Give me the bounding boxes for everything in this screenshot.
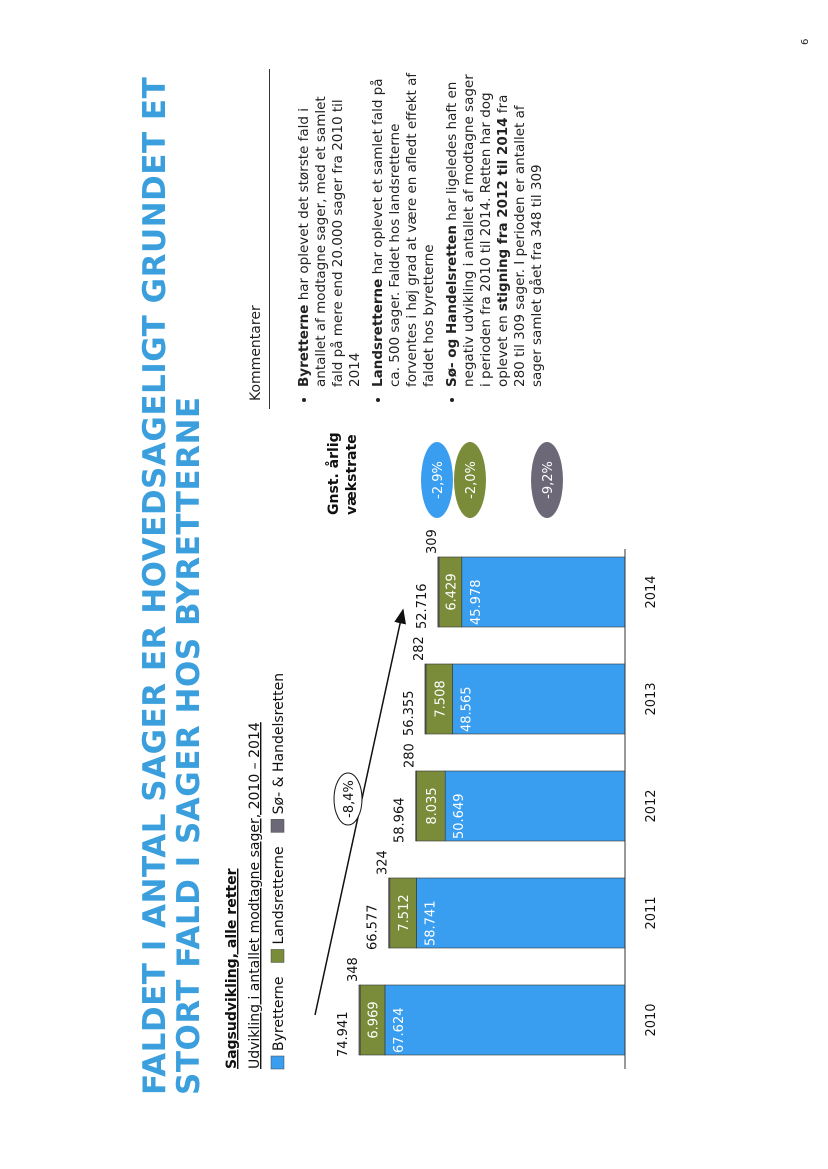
- legend-swatch: [270, 949, 285, 963]
- comment: Landsretterne har oplevet et samlet fald…: [370, 69, 438, 387]
- comments-header: Kommentarer: [248, 69, 270, 409]
- bar-value-label: 7.508: [433, 680, 448, 717]
- bar-segment: [444, 770, 626, 842]
- x-tick-label: 2012: [644, 789, 659, 822]
- total-label: 74.941: [336, 1012, 351, 1058]
- bar-segment: [452, 663, 626, 735]
- x-tick-label: 2010: [644, 1003, 659, 1036]
- bar-value-label: 309: [425, 529, 440, 554]
- chart-title: Sagsudvikling, alle retter: [224, 868, 240, 1069]
- comment-list: Byretterne har oplevet det største fald …: [296, 69, 546, 409]
- growth-badge: [454, 442, 486, 518]
- bar-value-label: 280: [403, 743, 418, 768]
- legend-swatch: [270, 819, 285, 833]
- comments: Kommentarer Byretterne har oplevet det s…: [248, 69, 552, 409]
- bar-segment: [388, 877, 391, 949]
- comment-text: Sø- og Handelsretten: [444, 225, 460, 387]
- legend-swatch: [270, 1055, 285, 1070]
- comment-text: stigning fra 2012 til 2014: [495, 117, 511, 312]
- growth-badge: [531, 442, 563, 518]
- growth-title: Gnst. årlig: [325, 432, 342, 515]
- page-number: 6: [800, 39, 811, 45]
- bar-value-label: 50.649: [452, 794, 467, 840]
- x-tick-label: 2014: [644, 575, 659, 608]
- comment-text: Byretterne: [296, 304, 312, 387]
- growth-label: -2,9%: [431, 461, 446, 499]
- bar-segment: [424, 663, 427, 735]
- bar-value-label: 6.969: [367, 1001, 382, 1038]
- bar-value-label: 45.978: [469, 580, 484, 626]
- comment: Byretterne har oplevet det største fald …: [296, 69, 364, 387]
- legend-label: Byretterne: [271, 976, 287, 1051]
- legend-label: Landsretterne: [271, 846, 287, 944]
- change-label: -8,4%: [342, 780, 357, 818]
- growth-badge: [421, 442, 453, 518]
- bar-segment: [437, 556, 440, 628]
- bar-value-label: 348: [346, 957, 361, 982]
- change-badge: [333, 772, 363, 826]
- bar-value-label: 282: [412, 636, 427, 661]
- growth-title: vækstrate: [344, 434, 360, 515]
- bar-value-label: 8.035: [425, 787, 440, 824]
- chart-subtitle: Udvikling i antallet modtagne sager, 201…: [247, 722, 263, 1069]
- legend-label: Sø- & Handelsretten: [271, 673, 287, 815]
- growth-label: -2,0%: [464, 461, 479, 499]
- bar-segment: [416, 877, 626, 949]
- bar-segment: [384, 984, 626, 1056]
- bar-segment: [461, 556, 626, 628]
- growth-label: -9,2%: [541, 461, 556, 499]
- bar-segment: [415, 770, 417, 842]
- x-tick-label: 2013: [644, 682, 659, 715]
- bar-value-label: 67.624: [392, 1008, 407, 1054]
- bar-value-label: 7.512: [397, 894, 412, 931]
- total-label: 56.355: [402, 691, 417, 737]
- bar-value-label: 58.741: [423, 901, 438, 947]
- x-tick-label: 2011: [644, 896, 659, 929]
- comment-text: Landsretterne: [370, 278, 386, 387]
- bar-value-label: 324: [376, 850, 391, 875]
- bar-value-label: 48.565: [460, 687, 475, 733]
- bar-value-label: 6.429: [444, 573, 459, 610]
- total-label: 52.716: [415, 584, 430, 630]
- total-label: 58.964: [393, 798, 408, 844]
- bar-segment: [358, 984, 361, 1056]
- total-label: 66.577: [366, 905, 381, 951]
- comment: Sø- og Handelsretten har ligeledes haft …: [444, 69, 546, 387]
